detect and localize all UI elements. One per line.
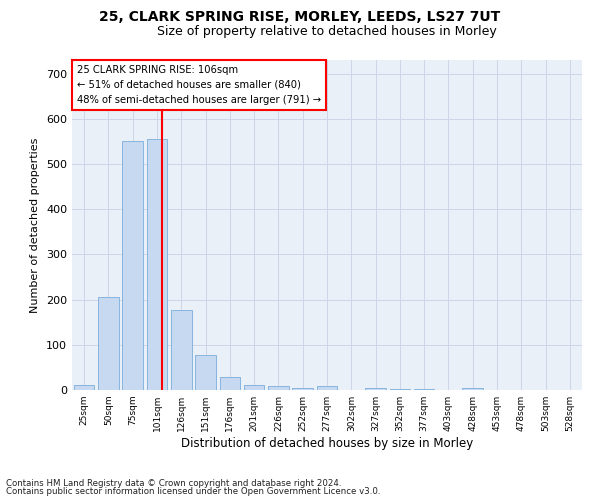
Bar [463,388,483,390]
Bar [414,389,434,390]
Text: 25 CLARK SPRING RISE: 106sqm
← 51% of detached houses are smaller (840)
48% of s: 25 CLARK SPRING RISE: 106sqm ← 51% of de… [77,65,321,104]
Text: 25, CLARK SPRING RISE, MORLEY, LEEDS, LS27 7UT: 25, CLARK SPRING RISE, MORLEY, LEEDS, LS… [100,10,500,24]
Bar [195,354,216,390]
Y-axis label: Number of detached properties: Number of detached properties [31,138,40,312]
Bar [122,142,143,390]
Bar [317,386,337,390]
Bar [244,386,265,390]
Bar [74,386,94,390]
Text: Contains public sector information licensed under the Open Government Licence v3: Contains public sector information licen… [6,487,380,496]
Bar [365,388,386,390]
Title: Size of property relative to detached houses in Morley: Size of property relative to detached ho… [157,25,497,38]
Bar [268,386,289,390]
Bar [171,310,191,390]
X-axis label: Distribution of detached houses by size in Morley: Distribution of detached houses by size … [181,437,473,450]
Bar [389,388,410,390]
Bar [292,388,313,390]
Text: Contains HM Land Registry data © Crown copyright and database right 2024.: Contains HM Land Registry data © Crown c… [6,478,341,488]
Bar [146,139,167,390]
Bar [98,298,119,390]
Bar [220,378,240,390]
